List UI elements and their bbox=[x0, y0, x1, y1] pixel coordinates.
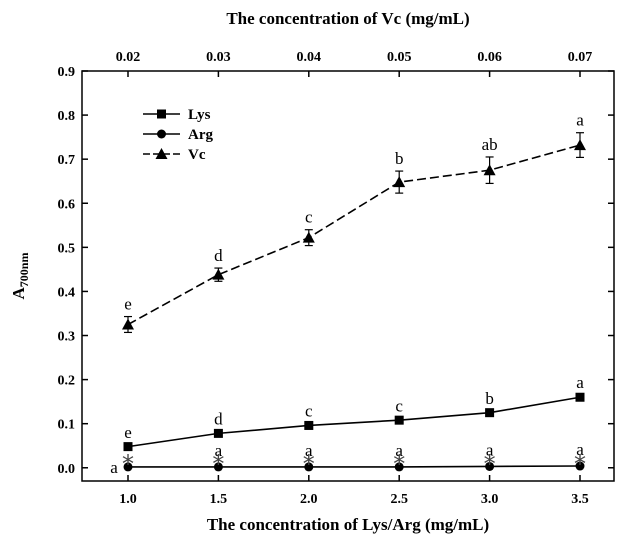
series-vc-significance-label: d bbox=[214, 246, 223, 265]
series-lys-point bbox=[394, 415, 404, 425]
y-axis-title-main: A bbox=[9, 286, 28, 299]
legend-vc-label: Vc bbox=[188, 147, 206, 163]
x-top-tick-label: 0.03 bbox=[206, 50, 231, 65]
x-axis-title-bottom: The concentration of Lys/Arg (mg/mL) bbox=[207, 515, 489, 534]
x-axis-title-top: The concentration of Vc (mg/mL) bbox=[226, 9, 469, 28]
significance-asterisk: * bbox=[484, 450, 496, 478]
series-arg-point bbox=[123, 462, 133, 472]
series-arg: aa a a a a bbox=[110, 440, 585, 477]
series-lys-significance-label: d bbox=[214, 410, 223, 429]
series-lys-point bbox=[485, 408, 495, 418]
x-top-tick-label: 0.04 bbox=[297, 50, 322, 65]
x-bottom-tick-label: 3.0 bbox=[481, 492, 499, 507]
series-vc: e d c b ab a bbox=[122, 111, 586, 334]
series-arg-significance-label: a bbox=[110, 458, 118, 477]
y-tick-label: 0.9 bbox=[58, 65, 76, 80]
x-bottom-tick-label: 1.0 bbox=[119, 492, 137, 507]
series-vc-point bbox=[393, 176, 406, 188]
series-vc-point bbox=[574, 139, 586, 151]
x-top-tick-label: 0.05 bbox=[387, 50, 412, 65]
x-bottom-tick-label: 2.0 bbox=[300, 492, 318, 507]
series-lys-point bbox=[123, 442, 133, 452]
axis-ticks: 1.0 1.5 2.0 2.5 3.0 3.5 0.02 0.03 0.04 0.05 0.06 0.… bbox=[58, 50, 614, 507]
y-tick-label: 0.1 bbox=[58, 418, 76, 433]
series-vc-significance-label: b bbox=[395, 149, 404, 168]
series-vc-point bbox=[302, 231, 315, 243]
series-arg-point bbox=[213, 462, 223, 472]
series-lys-point bbox=[213, 428, 223, 438]
series-arg-significance-label: a bbox=[305, 441, 313, 460]
series-arg-significance-label: a bbox=[576, 440, 584, 459]
series-lys-point bbox=[304, 420, 314, 430]
x-bottom-tick-label: 3.5 bbox=[571, 492, 589, 507]
y-tick-label: 0.2 bbox=[58, 374, 76, 389]
series-lys-significance-label: c bbox=[395, 396, 403, 415]
series-vc-point bbox=[122, 318, 134, 330]
y-axis-title-subscript: 700nm bbox=[17, 253, 31, 288]
series-arg-significance-label: a bbox=[486, 440, 494, 459]
series-arg-point bbox=[394, 462, 404, 472]
series-lys-significance-label: a bbox=[576, 373, 584, 392]
x-top-tick-label: 0.06 bbox=[477, 50, 502, 65]
series-arg-line bbox=[128, 465, 581, 468]
y-axis-title: A700nm bbox=[9, 253, 31, 300]
y-tick-label: 0.8 bbox=[58, 109, 76, 124]
y-tick-label: 0.0 bbox=[58, 462, 76, 477]
x-bottom-tick-label: 2.5 bbox=[390, 492, 408, 507]
legend-lys-marker bbox=[157, 109, 166, 119]
series-vc-significance-label: e bbox=[124, 295, 132, 314]
legend-vc-marker bbox=[155, 148, 168, 159]
series-vc-significance-label: a bbox=[576, 111, 584, 130]
series-lys: e d c c b a bbox=[123, 373, 585, 452]
y-tick-label: 0.5 bbox=[58, 241, 76, 256]
series-arg-point bbox=[485, 461, 495, 471]
series-vc-point bbox=[483, 164, 496, 176]
plot-frame bbox=[81, 70, 615, 482]
x-top-tick-label: 0.07 bbox=[568, 50, 593, 65]
significance-asterisk: * bbox=[212, 450, 224, 478]
series-lys-line bbox=[127, 396, 581, 448]
y-tick-label: 0.3 bbox=[58, 330, 76, 345]
series-lys-significance-label: e bbox=[124, 423, 132, 442]
series-vc-significance-label: ab bbox=[482, 135, 498, 154]
series-arg-significance-label: a bbox=[395, 441, 403, 460]
legend-lys-label: Lys bbox=[188, 107, 211, 123]
significance-asterisk: * bbox=[122, 450, 134, 478]
series-vc-significance-label: c bbox=[305, 208, 313, 227]
series-vc-point bbox=[212, 268, 225, 280]
series-lys-point bbox=[575, 392, 585, 402]
y-tick-label: 0.6 bbox=[58, 197, 76, 212]
significance-asterisk: * bbox=[393, 450, 405, 478]
y-tick-label: 0.7 bbox=[58, 153, 76, 168]
x-bottom-tick-label: 1.5 bbox=[210, 492, 228, 507]
series-arg-significance-label: a bbox=[215, 441, 223, 460]
series-arg-point bbox=[575, 461, 585, 471]
legend-arg-marker bbox=[157, 129, 166, 139]
y-tick-label: 0.4 bbox=[58, 285, 76, 300]
legend-arg-label: Arg bbox=[188, 127, 213, 143]
legend: Lys Arg Vc bbox=[143, 107, 213, 163]
significance-asterisk: * bbox=[303, 450, 315, 478]
series-lys-significance-label: b bbox=[485, 389, 494, 408]
significance-asterisk: * bbox=[574, 450, 586, 478]
x-top-tick-label: 0.02 bbox=[116, 50, 141, 65]
series-arg-point bbox=[304, 462, 314, 472]
series-vc-line bbox=[127, 144, 581, 326]
series-lys-significance-label: c bbox=[305, 402, 313, 421]
